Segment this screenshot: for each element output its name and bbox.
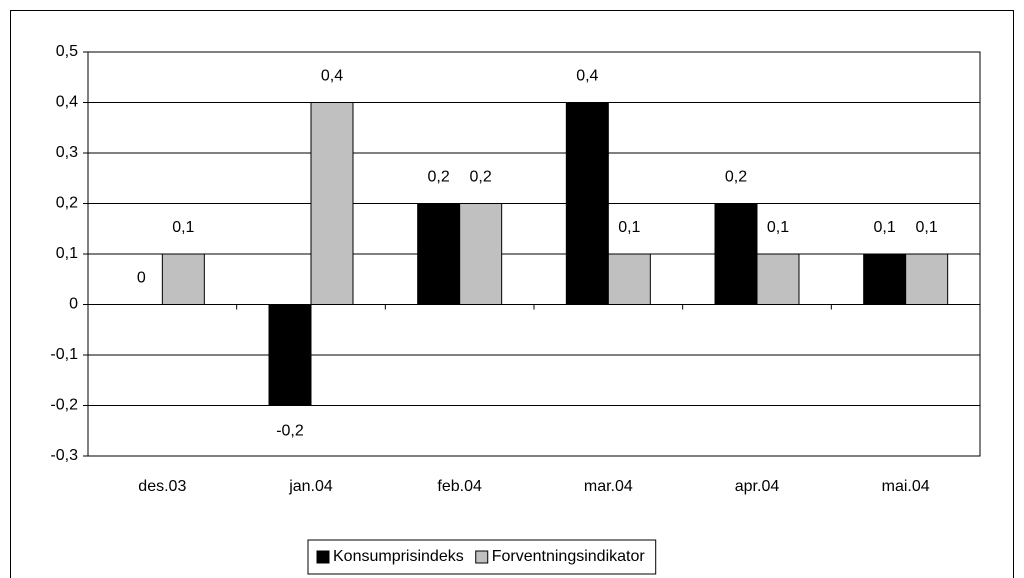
bar bbox=[459, 203, 503, 305]
bar bbox=[714, 203, 758, 305]
value-label: 0,1 bbox=[618, 219, 640, 236]
value-label: 0,2 bbox=[428, 169, 450, 186]
y-tick-label: 0,5 bbox=[56, 43, 78, 60]
value-label: 0,2 bbox=[470, 169, 492, 186]
bar bbox=[161, 253, 205, 305]
x-tick-label: feb.04 bbox=[437, 478, 482, 495]
x-tick-label: jan.04 bbox=[288, 478, 333, 495]
x-tick-label: apr.04 bbox=[735, 478, 780, 495]
bar bbox=[565, 102, 609, 305]
y-tick-label: 0,3 bbox=[56, 144, 78, 161]
x-tick-label: mai.04 bbox=[882, 478, 930, 495]
value-label: 0,1 bbox=[916, 219, 938, 236]
legend-swatch bbox=[316, 550, 330, 564]
bar bbox=[310, 102, 354, 305]
y-tick-label: 0 bbox=[69, 296, 78, 313]
value-label: -0,2 bbox=[276, 423, 304, 440]
y-tick-label: -0,3 bbox=[50, 447, 78, 464]
value-label: 0,1 bbox=[874, 219, 896, 236]
bar bbox=[863, 253, 907, 305]
y-tick-label: 0,1 bbox=[56, 245, 78, 262]
x-tick-label: mar.04 bbox=[584, 478, 633, 495]
value-label: 0,4 bbox=[321, 68, 343, 85]
bar bbox=[417, 203, 461, 305]
y-tick-label: -0,2 bbox=[50, 397, 78, 414]
legend-label: Forventningsindikator bbox=[492, 548, 646, 565]
y-tick-label: 0,4 bbox=[56, 94, 78, 111]
plot-border bbox=[87, 51, 981, 457]
y-tick-label: 0,2 bbox=[56, 195, 78, 212]
value-label: 0 bbox=[137, 270, 146, 287]
bar bbox=[268, 304, 312, 406]
value-label: 0,4 bbox=[576, 68, 598, 85]
legend-label: Konsumprisindeks bbox=[333, 548, 464, 565]
legend-swatch bbox=[475, 550, 489, 564]
chart-border bbox=[10, 10, 1014, 578]
bar bbox=[607, 253, 651, 305]
value-label: 0,2 bbox=[725, 169, 747, 186]
bar bbox=[756, 253, 800, 305]
value-label: 0,1 bbox=[767, 219, 789, 236]
y-tick-label: -0,1 bbox=[50, 346, 78, 363]
x-tick-label: des.03 bbox=[138, 478, 186, 495]
bar bbox=[905, 253, 949, 305]
value-label: 0,1 bbox=[172, 219, 194, 236]
